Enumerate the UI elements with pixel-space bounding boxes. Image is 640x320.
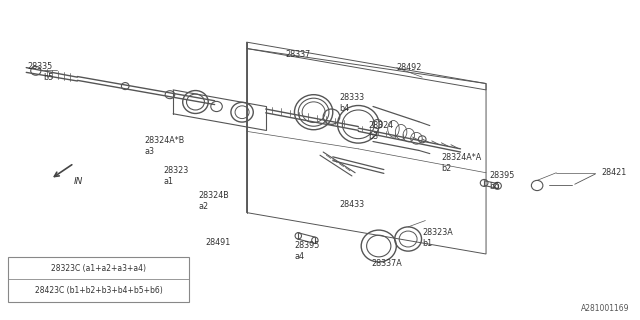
Text: 28324A*A
b2: 28324A*A b2 xyxy=(442,153,481,173)
Text: 28324A*B
a3: 28324A*B a3 xyxy=(145,136,184,156)
Text: IN: IN xyxy=(74,177,83,186)
Text: 28395
b6: 28395 b6 xyxy=(489,171,515,191)
Text: 28323C (a1+a2+a3+a4): 28323C (a1+a2+a3+a4) xyxy=(51,264,146,273)
Text: 28323
a1: 28323 a1 xyxy=(164,166,189,186)
Text: 28423C (b1+b2+b3+b4+b5+b6): 28423C (b1+b2+b3+b4+b5+b6) xyxy=(35,286,163,295)
Text: 28395
a4: 28395 a4 xyxy=(294,241,320,261)
Text: 28491: 28491 xyxy=(205,238,230,247)
Text: 28323A
b1: 28323A b1 xyxy=(422,228,453,248)
Text: 28421: 28421 xyxy=(601,168,626,177)
Text: 28433: 28433 xyxy=(339,200,364,209)
Text: 28324
b3: 28324 b3 xyxy=(368,121,393,141)
Text: 28492: 28492 xyxy=(397,63,422,72)
Text: 28337A: 28337A xyxy=(371,259,402,268)
Text: 28324B
a2: 28324B a2 xyxy=(198,191,229,212)
Text: A281001169: A281001169 xyxy=(581,304,630,313)
Text: 28333
b4: 28333 b4 xyxy=(339,92,364,113)
Text: 28335
b5: 28335 b5 xyxy=(28,62,53,83)
Text: 28337: 28337 xyxy=(285,50,310,59)
